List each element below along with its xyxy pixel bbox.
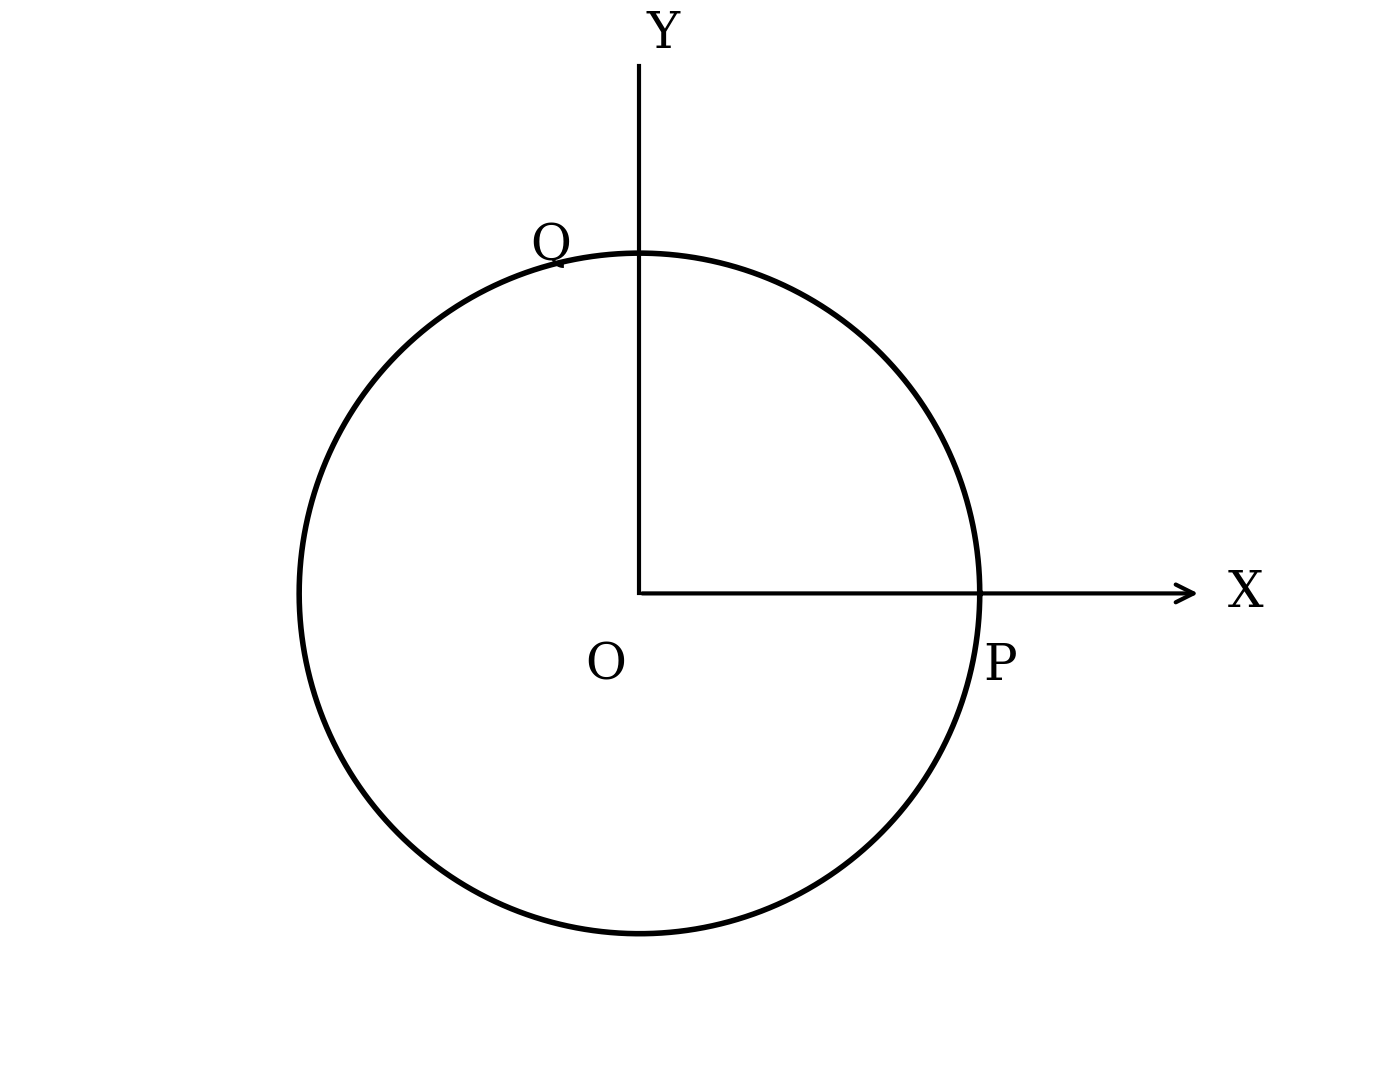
Text: X: X [1228,568,1264,619]
Text: Q: Q [530,221,572,271]
Text: O: O [586,642,626,691]
Text: Y: Y [646,10,679,59]
Text: P: P [983,642,1016,691]
